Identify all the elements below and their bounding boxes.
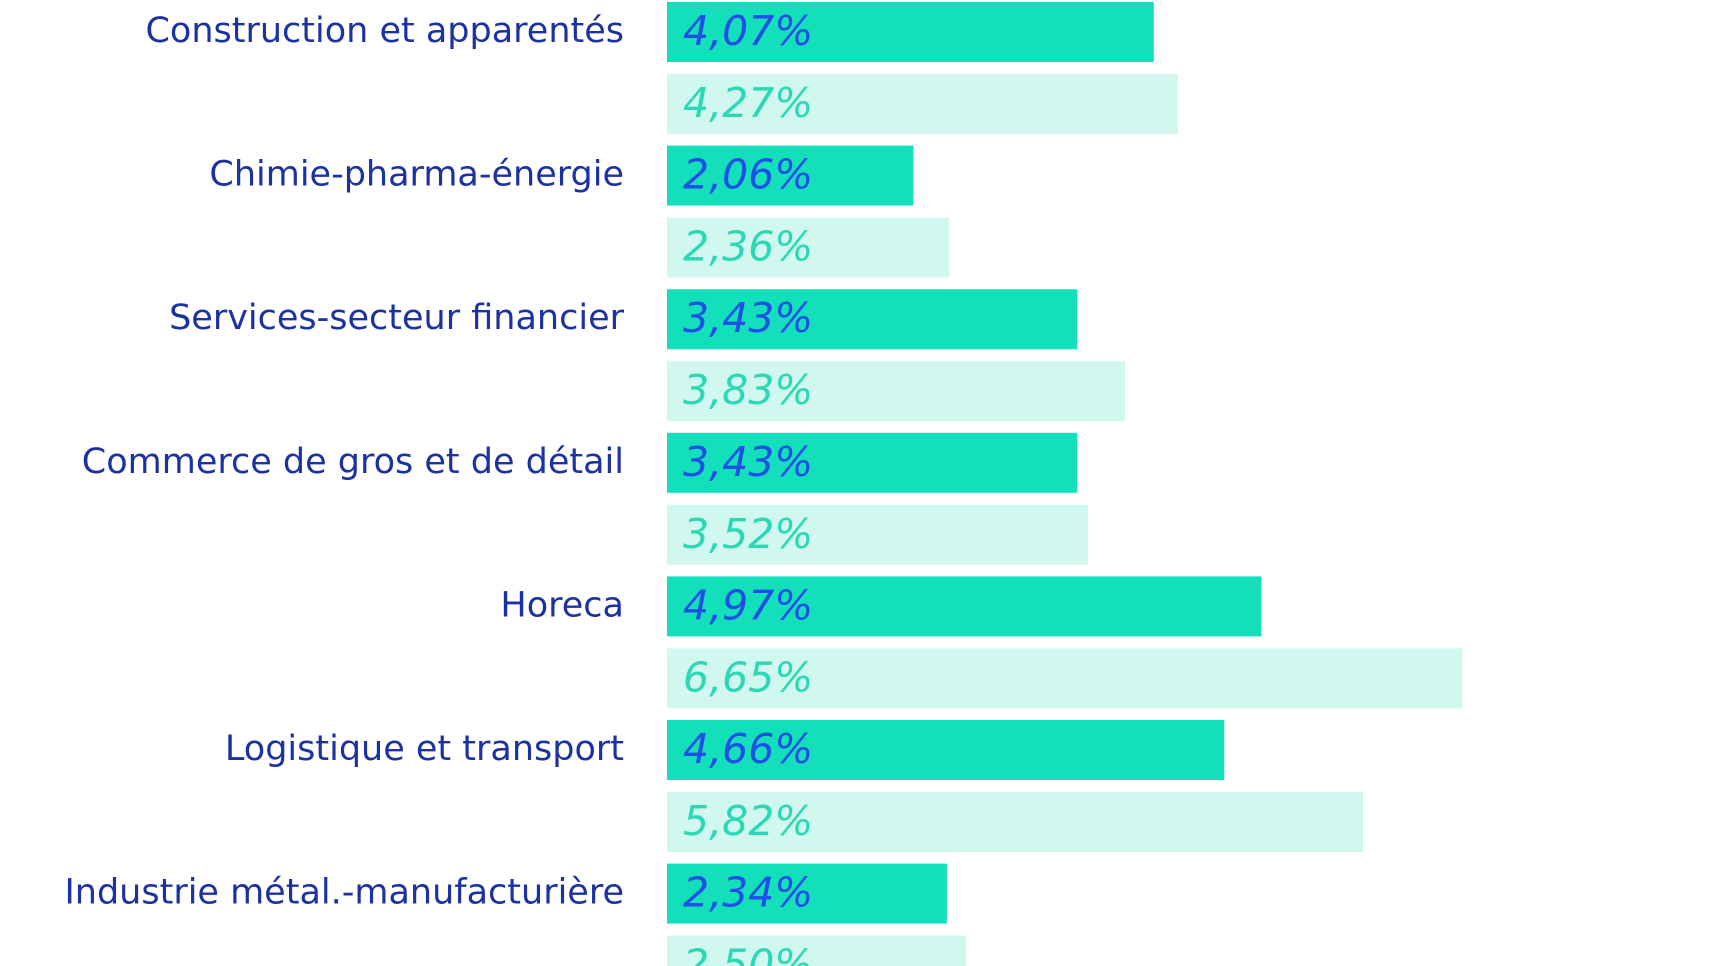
bar-series-2	[667, 935, 966, 966]
category-group: Commerce de gros et de détail 3,43% 3,52%	[82, 432, 1088, 565]
category-label: Commerce de gros et de détail	[82, 442, 624, 482]
category-label: Horeca	[500, 585, 624, 625]
bar-value-label: 4,97%	[683, 581, 813, 629]
bar-series-2	[667, 792, 1364, 852]
bar-value-label: 4,07%	[683, 7, 813, 55]
bar-series-2	[667, 217, 950, 278]
bar-series-1	[667, 432, 1078, 493]
bar-value-label: 4,27%	[683, 79, 813, 127]
category-label: Industrie métal.-manufacturière	[64, 873, 624, 913]
bar-value-label: 2,34%	[683, 869, 813, 917]
category-label: Logistique et transport	[225, 729, 624, 769]
category-group: Horeca 4,97% 6,65%	[500, 576, 1463, 709]
bar-value-label: 3,83%	[683, 366, 813, 414]
bar-value-label: 3,43%	[683, 438, 813, 486]
bar-series-1	[667, 720, 1225, 780]
bar-series-1	[667, 863, 947, 924]
category-group: Logistique et transport 4,66% 5,82%	[225, 720, 1364, 852]
bar-value-label: 3,43%	[683, 294, 813, 342]
bar-series-2	[667, 74, 1178, 134]
bar-series-2	[667, 648, 1463, 709]
category-label: Chimie-pharma-énergie	[209, 155, 624, 195]
category-label: Construction et apparentés	[145, 11, 624, 51]
bar-value-label: 2,36%	[683, 223, 813, 271]
bar-series-1	[667, 576, 1262, 637]
bar-value-label: 4,66%	[683, 725, 813, 773]
category-group: Construction et apparentés 4,07% 4,27%	[145, 2, 1178, 134]
category-group: Chimie-pharma-énergie 2,06% 2,36%	[209, 145, 950, 278]
category-group: Services-secteur financier 3,43% 3,83%	[169, 289, 1126, 422]
bar-value-label: 6,65%	[683, 653, 813, 701]
bar-value-label: 2,06%	[683, 151, 813, 199]
bar-series-1	[667, 2, 1154, 62]
bar-value-label: 3,52%	[683, 510, 813, 558]
bar-series-1	[667, 289, 1078, 350]
bar-value-label: 5,82%	[683, 797, 813, 845]
category-group: Industrie métal.-manufacturière 2,34% 2,50…	[64, 863, 966, 966]
bar-series-2	[667, 361, 1126, 422]
bar-series-2	[667, 504, 1088, 565]
category-label: Services-secteur financier	[169, 298, 625, 338]
bar-value-label: 2,50%	[683, 941, 813, 966]
bar-series-1	[667, 145, 914, 206]
